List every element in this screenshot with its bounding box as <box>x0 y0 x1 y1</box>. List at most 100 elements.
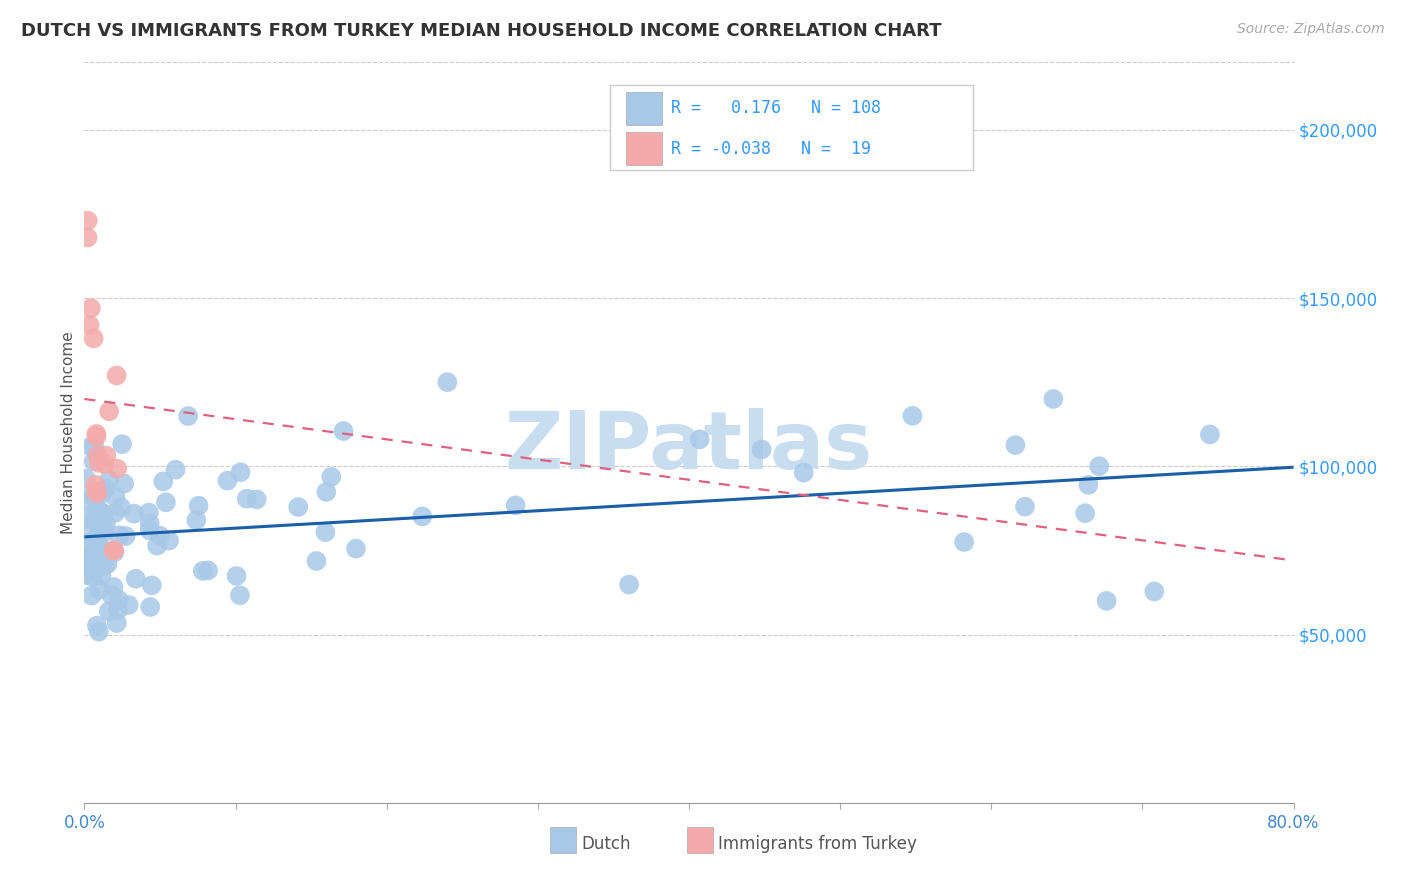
Point <box>87 540 110 554</box>
Bar <box>626 92 662 125</box>
Point <box>76 527 98 541</box>
Text: R = -0.038   N =  19: R = -0.038 N = 19 <box>671 139 870 158</box>
Point <box>139 599 162 614</box>
Point <box>436 375 458 389</box>
Point <box>108 528 131 542</box>
Point <box>98 404 121 418</box>
Point <box>411 509 433 524</box>
Point <box>104 506 127 520</box>
Point <box>139 516 162 531</box>
Y-axis label: Median Household Income: Median Household Income <box>60 331 76 534</box>
Point <box>187 499 209 513</box>
Point <box>86 530 108 544</box>
Point <box>107 603 129 617</box>
Point <box>83 454 105 468</box>
Point <box>87 624 110 639</box>
Point <box>177 409 200 423</box>
Point <box>86 618 108 632</box>
Point <box>246 492 269 507</box>
Point <box>94 482 117 496</box>
Point <box>152 475 174 489</box>
Point <box>1077 478 1099 492</box>
Bar <box>686 827 713 853</box>
Bar <box>626 132 662 165</box>
Text: ZIPatlas: ZIPatlas <box>505 409 873 486</box>
Point <box>84 478 107 492</box>
Point <box>90 549 112 563</box>
Point <box>103 545 125 559</box>
Point <box>94 457 117 471</box>
Point <box>80 440 103 454</box>
Point <box>236 491 259 506</box>
Point <box>93 552 115 566</box>
Point <box>505 499 527 513</box>
Point <box>79 318 101 332</box>
Point <box>217 474 239 488</box>
Point <box>83 512 105 526</box>
Point <box>191 564 214 578</box>
Point <box>125 572 148 586</box>
Point <box>1014 500 1036 514</box>
Point <box>617 577 640 591</box>
Point <box>89 560 111 574</box>
Point <box>229 465 252 479</box>
Point <box>91 519 114 533</box>
Point <box>80 301 103 315</box>
Point <box>305 554 328 568</box>
Point <box>315 484 337 499</box>
Point <box>98 472 121 486</box>
Point <box>77 548 100 562</box>
Point <box>86 486 108 500</box>
Point <box>112 476 135 491</box>
Point <box>75 471 97 485</box>
Point <box>146 539 169 553</box>
Point <box>793 466 815 480</box>
Point <box>114 529 136 543</box>
Point <box>91 486 114 500</box>
Point <box>86 429 108 443</box>
Point <box>75 511 97 525</box>
Point <box>86 501 108 516</box>
Point <box>76 213 98 227</box>
Point <box>344 541 367 556</box>
Point <box>1088 459 1111 474</box>
Point <box>87 456 110 470</box>
Point <box>90 505 112 519</box>
Point <box>76 541 98 555</box>
Point <box>157 533 180 548</box>
Point <box>197 564 219 578</box>
Point <box>1042 392 1064 406</box>
Point <box>83 440 105 454</box>
Bar <box>550 827 576 853</box>
Text: DUTCH VS IMMIGRANTS FROM TURKEY MEDIAN HOUSEHOLD INCOME CORRELATION CHART: DUTCH VS IMMIGRANTS FROM TURKEY MEDIAN H… <box>21 22 942 40</box>
Point <box>96 449 118 463</box>
Point <box>103 543 125 558</box>
Point <box>89 553 111 567</box>
Point <box>901 409 924 423</box>
Text: R =   0.176   N = 108: R = 0.176 N = 108 <box>671 100 880 118</box>
Point <box>165 463 187 477</box>
Point <box>314 525 336 540</box>
Point <box>111 437 134 451</box>
Point <box>76 230 98 244</box>
Point <box>80 589 103 603</box>
Point <box>321 470 343 484</box>
Point <box>75 555 97 569</box>
Point <box>94 516 117 531</box>
Point <box>100 589 122 603</box>
Point <box>103 543 125 558</box>
Point <box>91 507 114 521</box>
Point <box>90 568 112 582</box>
FancyBboxPatch shape <box>610 85 973 169</box>
Point <box>122 507 145 521</box>
Point <box>105 368 128 383</box>
Point <box>79 494 101 508</box>
Point <box>751 442 773 457</box>
Point <box>79 562 101 576</box>
Point <box>80 488 103 502</box>
Point <box>186 513 208 527</box>
Point <box>155 495 177 509</box>
Point <box>104 491 127 505</box>
Point <box>110 500 132 515</box>
Point <box>1095 594 1118 608</box>
